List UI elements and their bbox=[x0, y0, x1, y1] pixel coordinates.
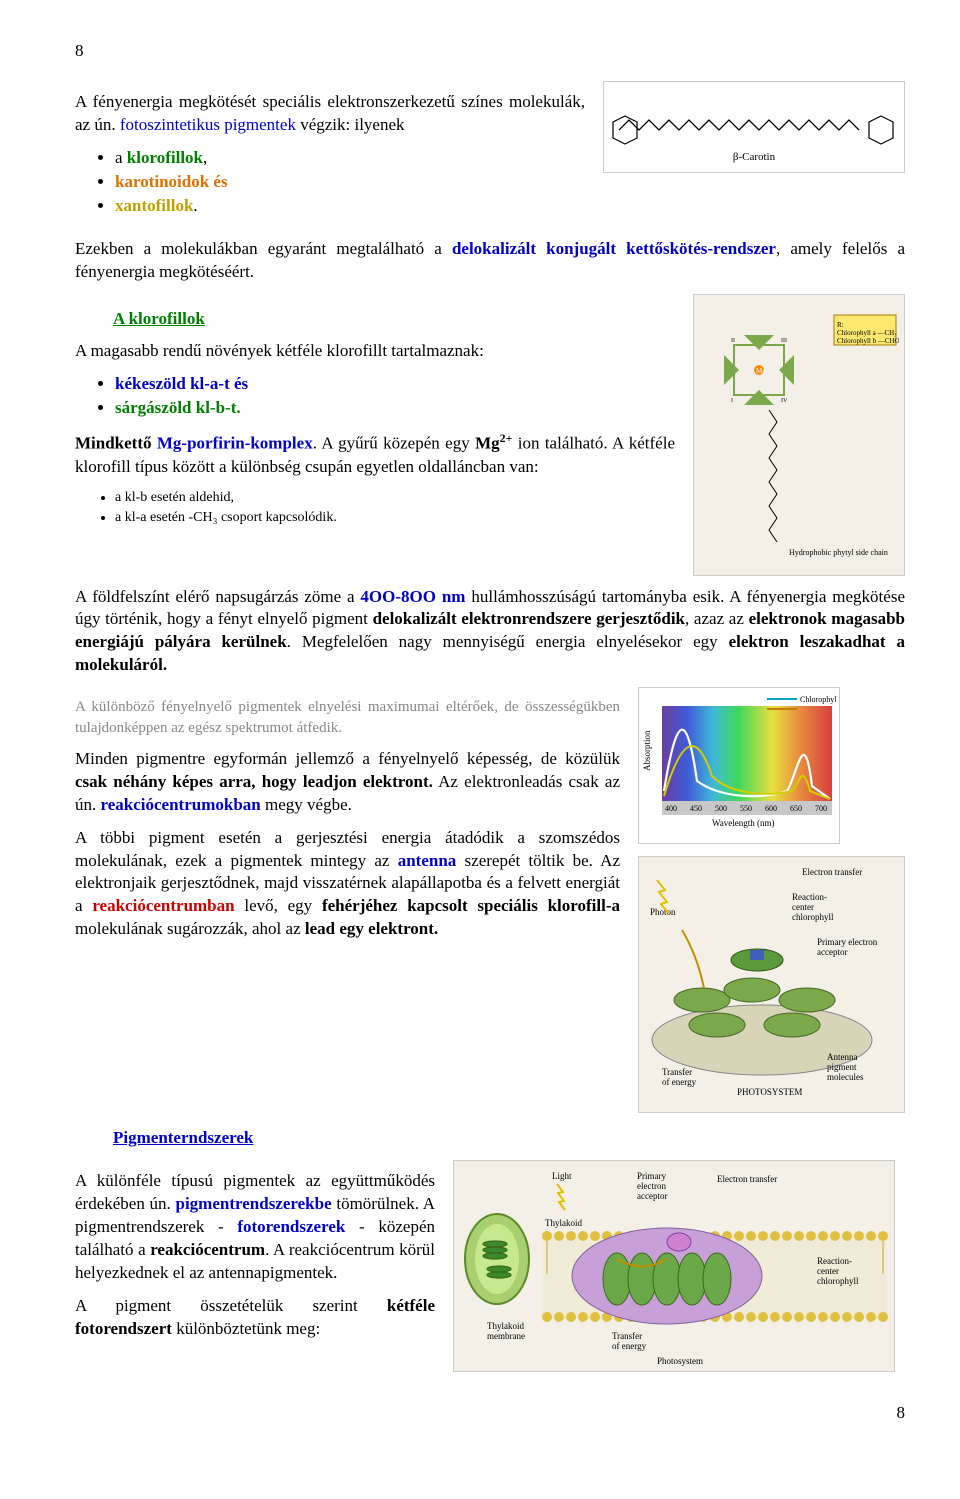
carotene-label: β-Carotin bbox=[733, 150, 775, 165]
svg-text:pigment: pigment bbox=[827, 1062, 857, 1072]
svg-text:Electron transfer: Electron transfer bbox=[717, 1174, 777, 1184]
svg-text:600: 600 bbox=[765, 804, 777, 813]
page-number-bottom: 8 bbox=[75, 1402, 905, 1425]
grey-note: A különböző fényelnyelő pigmentek elnyel… bbox=[75, 697, 620, 738]
svg-text:electron: electron bbox=[637, 1181, 666, 1191]
svg-text:R:: R: bbox=[837, 321, 844, 329]
svg-text:Chlorophyll b —CHO: Chlorophyll b —CHO bbox=[837, 337, 899, 345]
svg-text:Thylakoid: Thylakoid bbox=[487, 1321, 524, 1331]
klorofillok-list: kékeszöld kl-a-t és sárgászöld kl-b-t. bbox=[75, 373, 675, 420]
svg-text:acceptor: acceptor bbox=[637, 1191, 667, 1201]
svg-text:chlorophyll: chlorophyll bbox=[817, 1276, 859, 1286]
svg-text:Electron transfer: Electron transfer bbox=[802, 867, 862, 877]
svg-text:I: I bbox=[731, 398, 733, 404]
svg-text:700: 700 bbox=[815, 804, 827, 813]
svg-text:Chlorophyll a: Chlorophyll a bbox=[800, 695, 837, 704]
intro-line2b: végzik: ilyenek bbox=[296, 115, 405, 134]
intro-pigment-term: fotoszintetikus pigmentek bbox=[120, 115, 296, 134]
svg-text:II: II bbox=[731, 338, 735, 344]
intro-paragraph: A fényenergia megkötését speciális elekt… bbox=[75, 91, 585, 137]
klorofillok-lead: A magasabb rendű növények kétféle klorof… bbox=[75, 340, 675, 363]
svg-text:450: 450 bbox=[690, 804, 702, 813]
svg-text:Chlorophyll a —CH₃: Chlorophyll a —CH₃ bbox=[837, 329, 897, 337]
svg-text:400: 400 bbox=[665, 804, 677, 813]
list-item: sárgászöld kl-b-t. bbox=[115, 397, 675, 420]
figure-thylakoid-membrane: Light Primary electron acceptor Electron… bbox=[453, 1160, 895, 1372]
section-title-klorofillok: A klorofillok bbox=[113, 308, 675, 331]
svg-text:Transfer: Transfer bbox=[612, 1331, 642, 1341]
svg-text:Photon: Photon bbox=[650, 907, 676, 917]
list-item: xantofillok. bbox=[115, 195, 585, 218]
mg-porfirin-paragraph: Mindkettő Mg-porfirin-komplex. A gyűrű k… bbox=[75, 430, 675, 479]
tobbi-paragraph: A többi pigment esetén a gerjesztési ene… bbox=[75, 827, 620, 942]
delokal-paragraph: Ezekben a molekulákban egyaránt megtalál… bbox=[75, 238, 905, 284]
svg-text:Reaction-: Reaction- bbox=[817, 1256, 852, 1266]
svg-text:center: center bbox=[792, 902, 814, 912]
minden-pigment-paragraph: Minden pigmentre egyformán jellemző a fé… bbox=[75, 748, 620, 817]
list-item: a kl-a esetén -CH₃ csoport kapcsolódik. bbox=[115, 509, 675, 528]
section-title-pigmentrendszerek: Pigmenterndszerek bbox=[113, 1127, 905, 1150]
svg-text:Reaction-: Reaction- bbox=[792, 892, 827, 902]
svg-text:III: III bbox=[781, 338, 787, 344]
svg-text:Primary: Primary bbox=[637, 1171, 666, 1181]
svg-text:650: 650 bbox=[790, 804, 802, 813]
svg-text:Photosystem: Photosystem bbox=[657, 1356, 703, 1366]
svg-text:acceptor: acceptor bbox=[817, 947, 847, 957]
svg-text:chlorophyll: chlorophyll bbox=[792, 912, 834, 922]
svg-text:IV: IV bbox=[781, 398, 788, 404]
list-item: kékeszöld kl-a-t és bbox=[115, 373, 675, 396]
list-item: karotinoidok és bbox=[115, 171, 585, 194]
pigment-paragraph-2: A pigment összetételük szerint kétféle f… bbox=[75, 1295, 435, 1341]
svg-text:Antenna: Antenna bbox=[827, 1052, 858, 1062]
mg-sublist: a kl-b esetén aldehid, a kl-a esetén -CH… bbox=[75, 489, 675, 528]
figure-beta-carotene: β-Carotin bbox=[603, 81, 905, 173]
svg-text:PHOTOSYSTEM: PHOTOSYSTEM bbox=[737, 1087, 802, 1097]
svg-text:Wavelength (nm): Wavelength (nm) bbox=[712, 818, 775, 828]
page-number-top: 8 bbox=[75, 40, 905, 63]
svg-text:Hydrophobic phytyl side chain: Hydrophobic phytyl side chain bbox=[789, 548, 888, 557]
figure-photosystem: Photon Electron transfer Reaction- cente… bbox=[638, 856, 905, 1113]
foldfelszin-paragraph: A földfelszínt elérő napsugárzás zöme a … bbox=[75, 586, 905, 678]
svg-text:Transfer: Transfer bbox=[662, 1067, 692, 1077]
svg-text:500: 500 bbox=[715, 804, 727, 813]
svg-text:of energy: of energy bbox=[612, 1341, 647, 1351]
figure-absorption-spectrum: Absorption bbox=[638, 687, 840, 844]
svg-text:membrane: membrane bbox=[487, 1331, 525, 1341]
svg-text:Primary electron: Primary electron bbox=[817, 937, 878, 947]
svg-text:molecules: molecules bbox=[827, 1072, 864, 1082]
svg-text:center: center bbox=[817, 1266, 839, 1276]
pigment-paragraph: A különféle típusú pigmentek az együttmű… bbox=[75, 1170, 435, 1285]
svg-text:Thylakoid: Thylakoid bbox=[545, 1218, 582, 1228]
svg-text:Mg: Mg bbox=[756, 367, 766, 375]
intro-bullet-list: a klorofillok, karotinoidok és xantofill… bbox=[75, 147, 585, 218]
svg-text:550: 550 bbox=[740, 804, 752, 813]
svg-text:Absorption: Absorption bbox=[642, 730, 652, 771]
list-item: a klorofillok, bbox=[115, 147, 585, 170]
figure-chlorophyll-structure: R: Chlorophyll a —CH₃ Chlorophyll b —CHO… bbox=[693, 294, 905, 576]
svg-text:of energy: of energy bbox=[662, 1077, 697, 1087]
svg-text:Light: Light bbox=[552, 1171, 572, 1181]
list-item: a kl-b esetén aldehid, bbox=[115, 489, 675, 508]
